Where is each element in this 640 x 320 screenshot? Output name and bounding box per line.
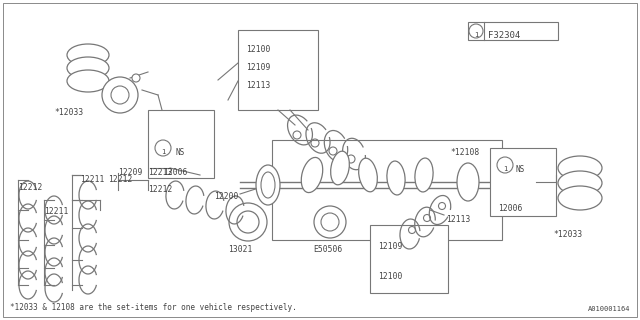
Ellipse shape <box>558 171 602 195</box>
Text: 12113: 12113 <box>246 81 270 90</box>
Text: 1: 1 <box>474 32 478 38</box>
Ellipse shape <box>229 203 267 241</box>
Circle shape <box>155 140 171 156</box>
Text: 12006: 12006 <box>163 167 188 177</box>
Circle shape <box>132 74 140 82</box>
Ellipse shape <box>558 186 602 210</box>
Text: F32304: F32304 <box>488 30 520 39</box>
Text: 12211: 12211 <box>44 207 68 216</box>
Text: 12109: 12109 <box>378 242 403 251</box>
Ellipse shape <box>301 157 323 193</box>
Text: *12033 & 12108 are the set-items for one vehicle respectively.: *12033 & 12108 are the set-items for one… <box>10 303 297 312</box>
Text: E50506: E50506 <box>314 245 342 254</box>
Ellipse shape <box>457 163 479 201</box>
Text: *12033: *12033 <box>554 230 582 239</box>
Circle shape <box>469 24 483 38</box>
Text: 12211: 12211 <box>80 175 104 184</box>
Bar <box>468 22 558 40</box>
Bar <box>148 110 214 178</box>
Ellipse shape <box>102 77 138 113</box>
Text: *12108: *12108 <box>450 148 479 157</box>
Text: 1: 1 <box>161 149 165 155</box>
Text: 12100: 12100 <box>378 272 403 281</box>
Ellipse shape <box>67 57 109 79</box>
Text: 12006: 12006 <box>498 204 522 212</box>
Circle shape <box>497 157 513 173</box>
Bar <box>370 225 448 293</box>
Ellipse shape <box>237 211 259 233</box>
Text: *12033: *12033 <box>54 108 83 117</box>
Ellipse shape <box>261 172 275 198</box>
Text: 12212: 12212 <box>108 175 132 184</box>
Ellipse shape <box>331 151 349 185</box>
Text: 1: 1 <box>503 166 507 172</box>
Ellipse shape <box>314 206 346 238</box>
Bar <box>238 30 318 110</box>
Ellipse shape <box>321 213 339 231</box>
Text: NS: NS <box>516 164 525 173</box>
Text: 12209: 12209 <box>118 168 142 177</box>
Text: 12213: 12213 <box>148 168 172 177</box>
Bar <box>490 148 556 216</box>
Text: A010001164: A010001164 <box>588 306 630 312</box>
Text: 12109: 12109 <box>246 63 270 72</box>
Text: 12212: 12212 <box>18 183 42 192</box>
Text: NS: NS <box>176 148 185 156</box>
Text: 13021: 13021 <box>228 245 252 254</box>
Ellipse shape <box>67 44 109 66</box>
Ellipse shape <box>415 158 433 192</box>
Ellipse shape <box>558 156 602 180</box>
Text: 12212: 12212 <box>148 185 172 194</box>
Ellipse shape <box>387 161 405 195</box>
Text: 12100: 12100 <box>246 45 270 54</box>
Ellipse shape <box>67 70 109 92</box>
Text: 12200: 12200 <box>214 191 238 201</box>
Ellipse shape <box>256 165 280 205</box>
Ellipse shape <box>111 86 129 104</box>
Bar <box>272 140 502 240</box>
Ellipse shape <box>358 158 378 192</box>
Text: 12113: 12113 <box>446 215 470 224</box>
